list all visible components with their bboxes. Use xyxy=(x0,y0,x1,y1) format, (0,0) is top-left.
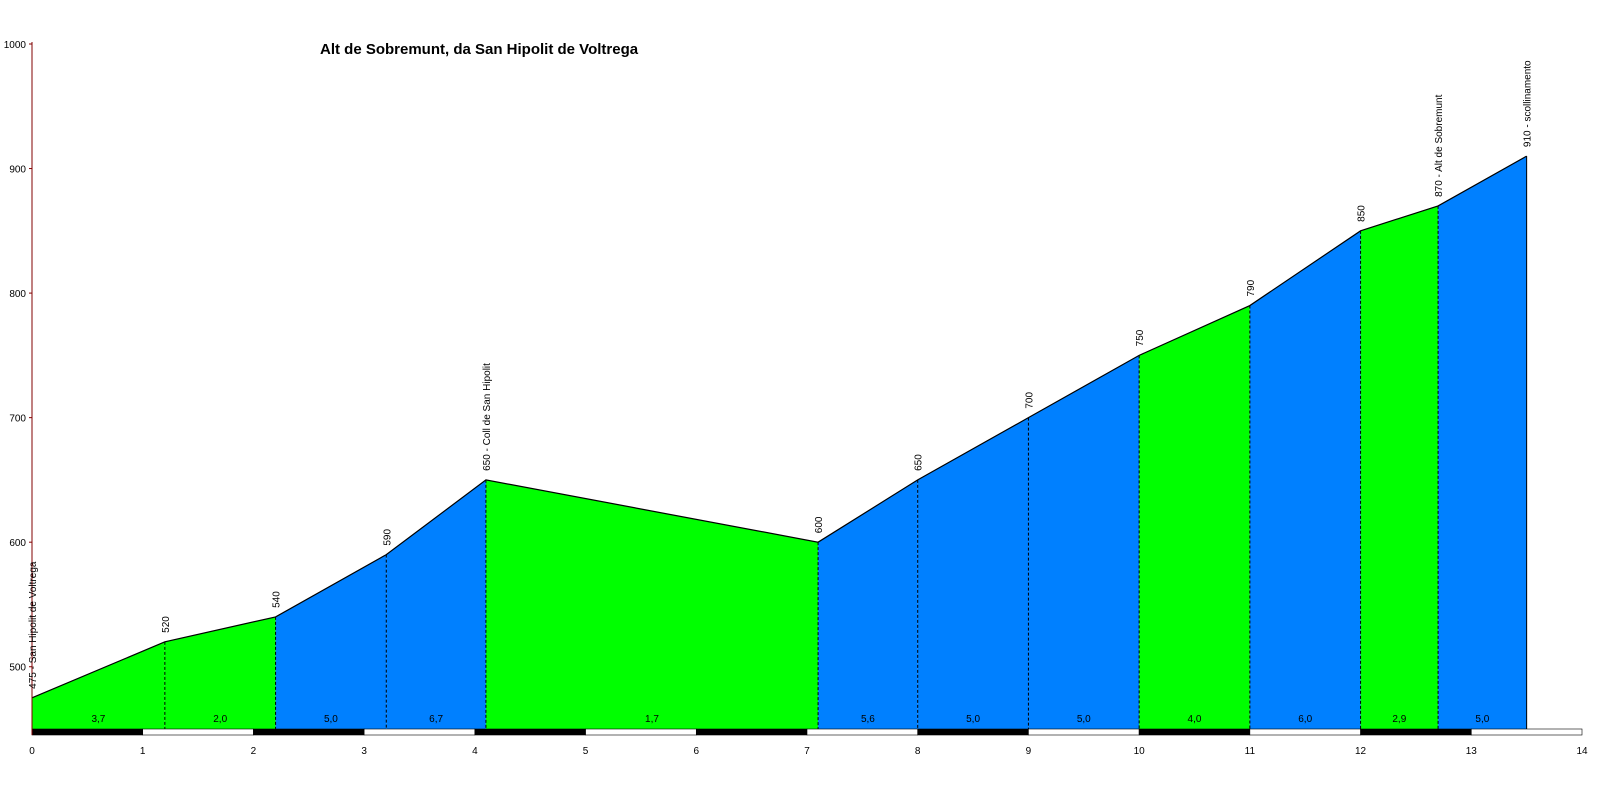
gradient-label-12: 5,0 xyxy=(1475,714,1489,725)
profile-segment-3 xyxy=(275,554,387,729)
y-tick-label-5: 1000 xyxy=(4,40,27,51)
x-tick-label-14: 14 xyxy=(1576,746,1588,757)
point-label-2: 520 xyxy=(161,616,172,633)
profile-segment-6 xyxy=(818,479,918,729)
x-tick-label-5: 5 xyxy=(583,746,589,757)
gradient-label-1: 3,7 xyxy=(91,714,105,725)
x-tick-label-11: 11 xyxy=(1245,746,1256,757)
gradient-label-3: 5,0 xyxy=(324,714,338,725)
x-tick-label-6: 6 xyxy=(694,746,700,757)
x-tick-label-2: 2 xyxy=(251,746,257,757)
km-bar-block-2 xyxy=(253,728,365,736)
point-label-3: 540 xyxy=(272,591,283,608)
point-label-12: 870 - Alt de Sobremunt xyxy=(1434,94,1445,197)
km-bar-block-4 xyxy=(474,728,586,736)
gradient-label-2: 2,0 xyxy=(213,714,227,725)
profile-segment-10 xyxy=(1249,230,1361,729)
y-tick-label-4: 900 xyxy=(9,165,26,176)
point-labels: 475 - San Hipolit de Voltrega 520 540 590 65… xyxy=(28,60,1534,689)
x-tick-label-7: 7 xyxy=(804,746,810,757)
y-tick-label-3: 800 xyxy=(9,289,26,300)
x-tick-label-1: 1 xyxy=(140,746,146,757)
km-bar-block-0 xyxy=(31,728,144,736)
profile-areas xyxy=(32,156,1527,730)
km-bar-block-7 xyxy=(806,728,919,736)
gradient-label-10: 6,0 xyxy=(1298,714,1312,725)
profile-segment-7 xyxy=(917,417,1029,729)
point-label-9: 750 xyxy=(1135,329,1146,346)
point-label-11: 850 xyxy=(1357,205,1368,222)
point-label-7: 650 xyxy=(914,454,925,471)
gradient-label-8: 5,0 xyxy=(1077,714,1091,725)
profile-line xyxy=(31,155,1527,699)
point-label-6: 600 xyxy=(814,516,825,533)
gradient-label-9: 4,0 xyxy=(1188,714,1202,725)
gradient-label-5: 1,7 xyxy=(645,714,659,725)
profile-segment-9 xyxy=(1139,305,1250,729)
km-bar-block-5 xyxy=(585,728,697,736)
x-tick-label-10: 10 xyxy=(1134,746,1146,757)
km-bar-block-1 xyxy=(142,728,254,736)
y-tick-label-1: 600 xyxy=(9,538,26,549)
point-label-5: 650 - Coll de San Hipolit xyxy=(482,363,493,471)
km-bar-block-8 xyxy=(917,728,1029,736)
profile-segment-4 xyxy=(386,479,486,729)
x-tick-label-9: 9 xyxy=(1026,746,1032,757)
profile-segment-1 xyxy=(32,641,165,729)
y-tick-label-2: 700 xyxy=(9,414,26,425)
km-bar-block-12 xyxy=(1360,728,1472,736)
gradient-labels: 3,7 2,0 5,0 6,7 1,7 5,6 5,0 5,0 4,0 6,0 2,9 5,0 xyxy=(91,714,1489,725)
km-bar-block-11 xyxy=(1249,728,1361,736)
profile-segment-11 xyxy=(1360,205,1439,730)
x-tick-label-4: 4 xyxy=(472,746,478,757)
x-tick-label-8: 8 xyxy=(915,746,921,757)
km-bar-block-10 xyxy=(1138,728,1251,736)
point-label-1: 475 - San Hipolit de Voltrega xyxy=(28,561,39,689)
x-tick-label-0: 0 xyxy=(29,746,35,757)
x-tick-label-3: 3 xyxy=(361,746,367,757)
chart-title: Alt de Sobremunt, da San Hipolit de Volt… xyxy=(320,41,639,58)
point-label-13: 910 - scollinamento xyxy=(1523,60,1534,147)
profile-outline xyxy=(31,155,1527,699)
point-label-4: 590 xyxy=(382,529,393,546)
km-scale-bar xyxy=(31,728,1583,736)
profile-segment-2 xyxy=(164,616,276,729)
segment-dividers xyxy=(164,156,1528,729)
km-bar-block-9 xyxy=(1028,728,1140,736)
km-bar-block-3 xyxy=(363,728,476,736)
y-tick-label-0: 500 xyxy=(9,663,26,674)
km-bar-block-6 xyxy=(695,728,808,736)
gradient-label-6: 5,6 xyxy=(861,714,875,725)
x-axis-ticks: 0 1 2 3 4 5 6 7 8 9 10 11 12 13 14 xyxy=(29,746,1588,757)
km-bar-block-13 xyxy=(1470,728,1583,736)
gradient-label-7: 5,0 xyxy=(966,714,980,725)
profile-segment-12 xyxy=(1438,156,1527,729)
point-label-10: 790 xyxy=(1246,279,1257,296)
profile-segment-8 xyxy=(1028,355,1140,729)
gradient-label-4: 6,7 xyxy=(429,714,443,725)
gradient-label-11: 2,9 xyxy=(1392,714,1406,725)
profile-segment-5 xyxy=(485,479,819,729)
y-axis-ticks: 500 600 700 800 900 1000 xyxy=(4,40,32,674)
point-label-8: 700 xyxy=(1024,392,1035,409)
x-tick-label-13: 13 xyxy=(1466,746,1478,757)
x-tick-label-12: 12 xyxy=(1355,746,1367,757)
